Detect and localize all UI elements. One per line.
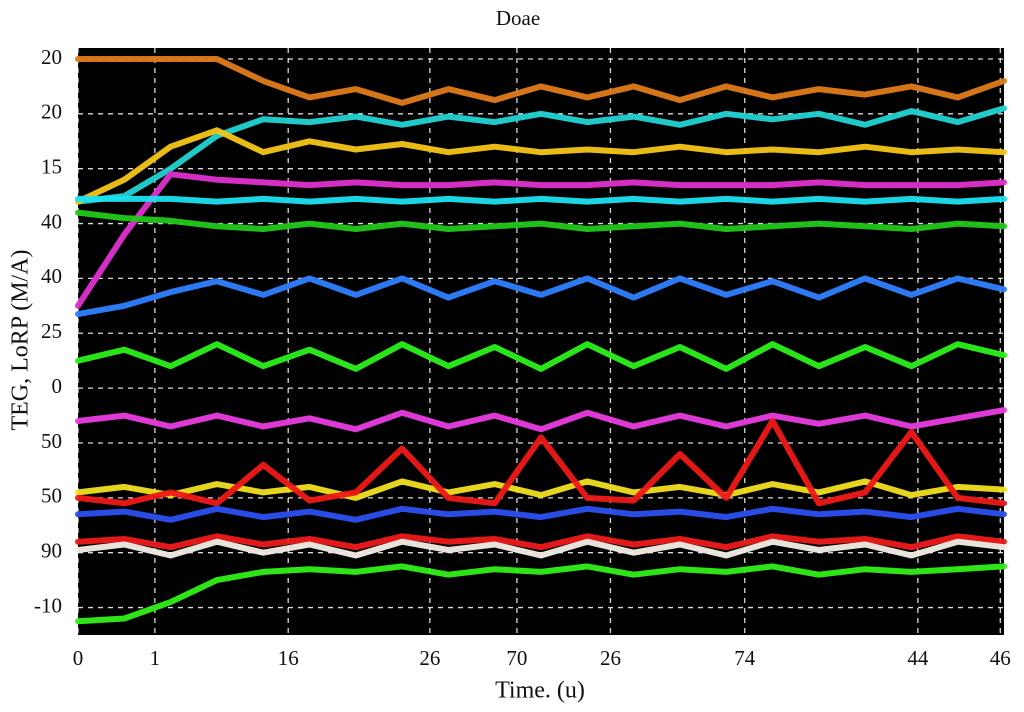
data-line: [75, 505, 1007, 523]
chart-title: Doae: [496, 6, 540, 30]
data-line: [75, 209, 1007, 232]
y-tick-label: 15: [41, 155, 62, 179]
x-axis-label: Time. (u): [495, 678, 585, 704]
x-tick-label: 46: [990, 646, 1011, 670]
y-tick-label: 20: [41, 45, 62, 69]
y-tick-label: 50: [41, 484, 62, 508]
y-tick-label: 90: [41, 539, 62, 563]
x-tick-label: 0: [73, 646, 84, 670]
data-line: [75, 56, 1007, 106]
x-tick-label: 16: [278, 646, 299, 670]
y-tick-label: -10: [34, 593, 62, 617]
data-line: [75, 341, 1007, 372]
data-line: [75, 105, 1007, 205]
data-line: [75, 533, 1007, 551]
x-tick-label: 44: [907, 646, 929, 670]
x-tick-label: 74: [734, 646, 756, 670]
data-line: [75, 407, 1007, 433]
data-line: [75, 275, 1007, 318]
data-line: [75, 563, 1007, 625]
data-line: [75, 538, 1007, 559]
data-line: [75, 418, 1007, 507]
x-tick-label: 1: [150, 646, 161, 670]
y-tick-label: 20: [41, 100, 62, 124]
x-tick-label: 26: [600, 646, 621, 670]
y-tick-label: 40: [41, 209, 62, 233]
data-line: [75, 127, 1007, 205]
data-line: [75, 171, 1007, 309]
x-tick-label: 70: [506, 646, 527, 670]
y-tick-label: 0: [52, 374, 63, 398]
y-axis-label: TEG, LoRP (M/A): [8, 249, 34, 430]
y-tick-label: 25: [41, 319, 62, 343]
y-tick-label: 40: [41, 264, 62, 288]
x-tick-label: 26: [419, 646, 440, 670]
data-line: [75, 195, 1007, 205]
y-tick-label: 50: [41, 429, 62, 453]
